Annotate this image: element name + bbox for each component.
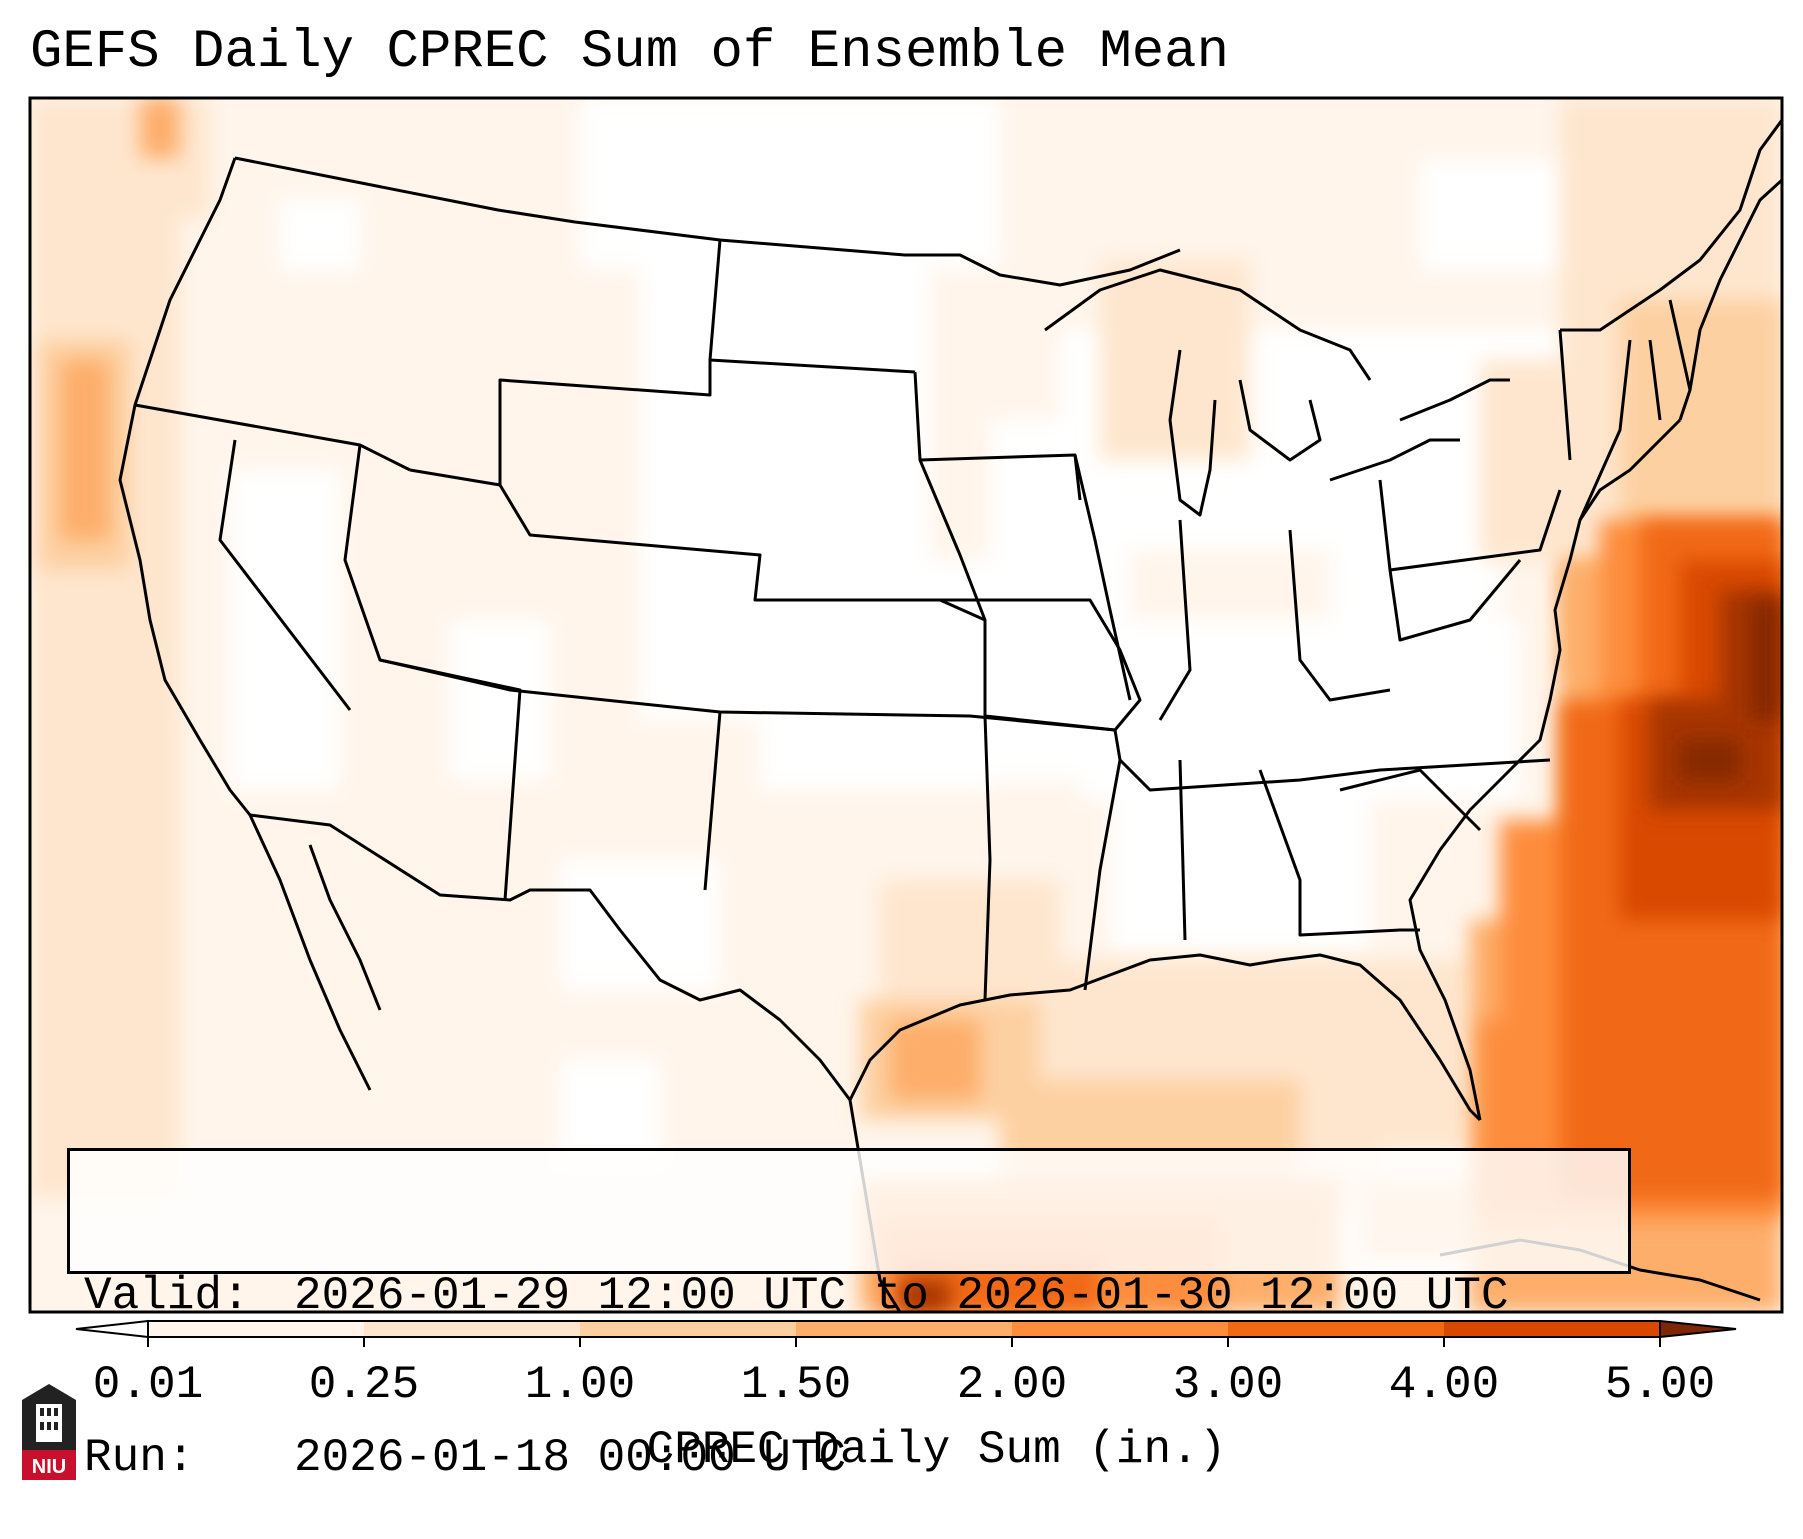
run-value: 2026-01-18 00:00 UTC	[294, 1432, 847, 1484]
valid-line: Valid: 2026-01-29 12:00 UTC to 2026-01-30…	[84, 1269, 1628, 1323]
colorbar-tick-label: 1.50	[740, 1359, 852, 1411]
colorbar-segment	[364, 1321, 581, 1337]
colorbar-segment	[1444, 1321, 1661, 1337]
colorbar-tick-label: 2.00	[956, 1359, 1068, 1411]
run-line: Run: 2026-01-18 00:00 UTC	[84, 1431, 1628, 1485]
colorbar-label: CPREC Daily Sum (in.)	[646, 1424, 1227, 1476]
valid-value: 2026-01-29 12:00 UTC to 2026-01-30 12:00…	[294, 1270, 1509, 1322]
map-borders	[118, 119, 1782, 1312]
colorbar-segment	[580, 1321, 797, 1337]
colorbar-tick-label: 4.00	[1388, 1359, 1500, 1411]
precip-field	[30, 98, 1782, 1312]
colorbar-segment	[796, 1321, 1013, 1337]
colorbar-frame	[147, 1320, 1661, 1338]
valid-label: Valid:	[84, 1270, 250, 1322]
chart-title: GEFS Daily CPREC Sum of Ensemble Mean	[30, 22, 1229, 83]
colorbar-tick-label: 0.01	[92, 1359, 204, 1411]
map-frame	[28, 96, 1784, 1314]
info-box: Valid: 2026-01-29 12:00 UTC to 2026-01-30…	[67, 1148, 1631, 1484]
colorbar-tick-label: 0.25	[308, 1359, 420, 1411]
colorbar-segment	[148, 1321, 365, 1337]
run-label: Run:	[84, 1432, 195, 1484]
colorbar-segment	[1228, 1321, 1445, 1337]
logo-text: NIU	[32, 1456, 66, 1478]
colorbar-segment	[1012, 1321, 1229, 1337]
colorbar-tick-label: 1.00	[524, 1359, 636, 1411]
niu-logo-icon: NIU	[22, 1384, 76, 1480]
colorbar	[75, 1319, 1737, 1347]
colorbar-tick-label: 3.00	[1172, 1359, 1284, 1411]
colorbar-over-extension	[1659, 1319, 1737, 1339]
colorbar-tick-label: 5.00	[1604, 1359, 1716, 1411]
